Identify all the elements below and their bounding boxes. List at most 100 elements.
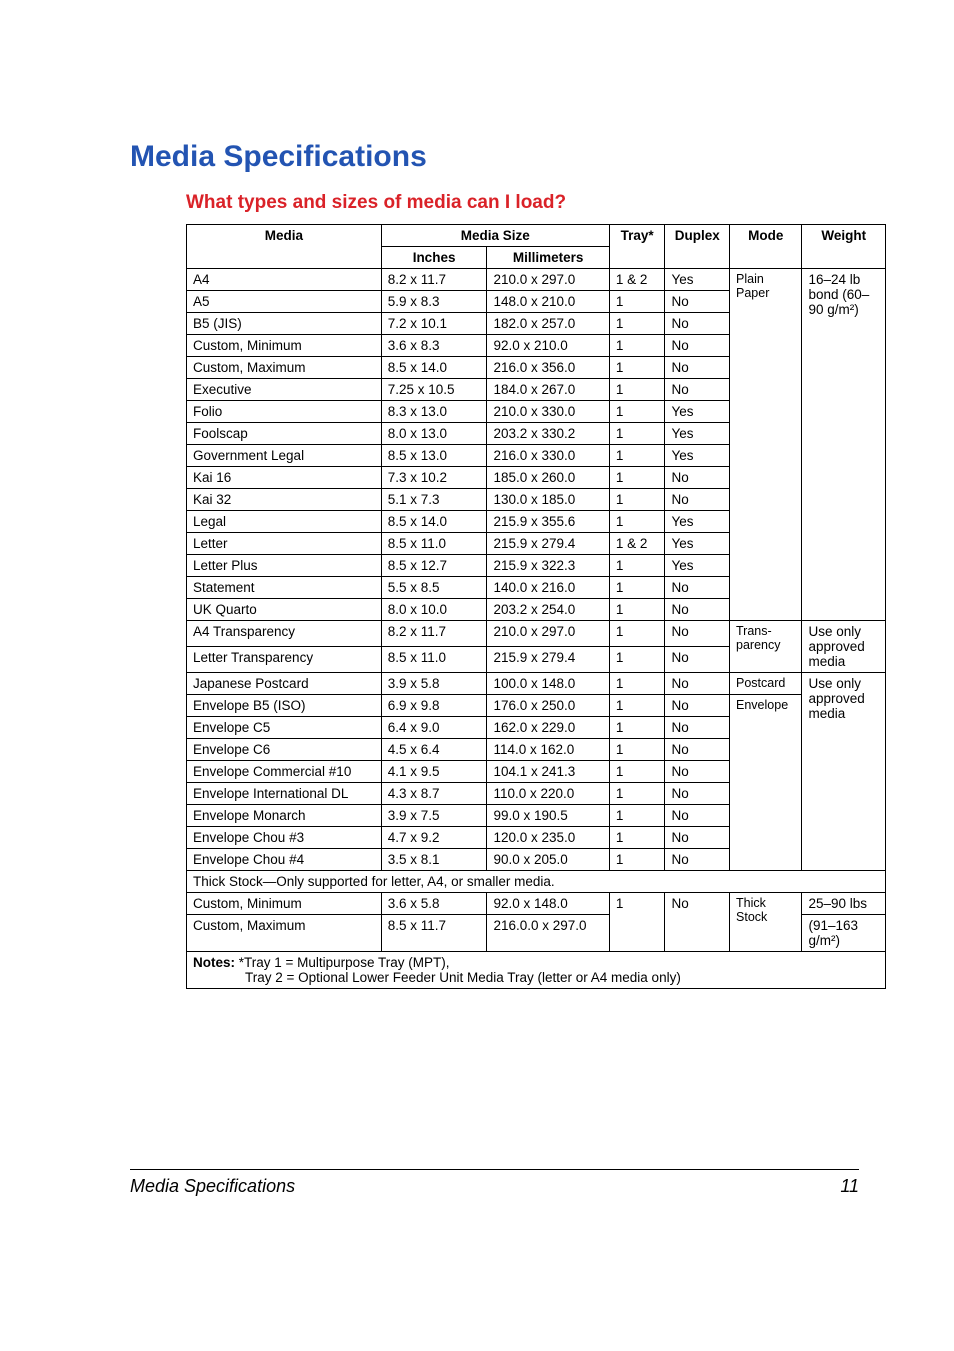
cell: 8.5 x 12.7 bbox=[381, 555, 487, 577]
cell: A4 bbox=[187, 269, 382, 291]
cell: No bbox=[665, 695, 730, 717]
cell: 4.5 x 6.4 bbox=[381, 739, 487, 761]
cell: Yes bbox=[665, 533, 730, 555]
cell: 7.3 x 10.2 bbox=[381, 467, 487, 489]
th-weight: Weight bbox=[802, 225, 886, 269]
cell: 215.9 x 279.4 bbox=[487, 533, 609, 555]
table-row: Thick Stock—Only supported for letter, A… bbox=[187, 871, 886, 893]
cell: 216.0.0 x 297.0 bbox=[487, 915, 609, 952]
cell: 1 bbox=[609, 401, 665, 423]
cell: 120.0 x 235.0 bbox=[487, 827, 609, 849]
cell: 104.1 x 241.3 bbox=[487, 761, 609, 783]
cell: 7.2 x 10.1 bbox=[381, 313, 487, 335]
cell: 1 bbox=[609, 695, 665, 717]
cell: 1 bbox=[609, 849, 665, 871]
cell: Envelope Chou #4 bbox=[187, 849, 382, 871]
cell: 4.7 x 9.2 bbox=[381, 827, 487, 849]
cell: 1 bbox=[609, 467, 665, 489]
cell: 1 bbox=[609, 445, 665, 467]
cell: 185.0 x 260.0 bbox=[487, 467, 609, 489]
cell: 25–90 lbs bbox=[802, 893, 886, 915]
cell: No bbox=[665, 827, 730, 849]
cell: 5.9 x 8.3 bbox=[381, 291, 487, 313]
cell: Trans-parency bbox=[730, 621, 802, 673]
cell: A5 bbox=[187, 291, 382, 313]
cell: 1 bbox=[609, 673, 665, 695]
cell: Yes bbox=[665, 269, 730, 291]
cell: (91–163 g/m²) bbox=[802, 915, 886, 952]
cell: Envelope Monarch bbox=[187, 805, 382, 827]
cell: 1 bbox=[609, 511, 665, 533]
cell: No bbox=[665, 357, 730, 379]
cell: No bbox=[665, 379, 730, 401]
cell: 148.0 x 210.0 bbox=[487, 291, 609, 313]
cell: 210.0 x 330.0 bbox=[487, 401, 609, 423]
cell: 114.0 x 162.0 bbox=[487, 739, 609, 761]
cell: 4.3 x 8.7 bbox=[381, 783, 487, 805]
cell: No bbox=[665, 313, 730, 335]
cell: 7.25 x 10.5 bbox=[381, 379, 487, 401]
cell: 1 bbox=[609, 313, 665, 335]
cell: Envelope Chou #3 bbox=[187, 827, 382, 849]
th-duplex: Duplex bbox=[665, 225, 730, 269]
cell: 8.2 x 11.7 bbox=[381, 269, 487, 291]
cell: No bbox=[665, 335, 730, 357]
cell: Statement bbox=[187, 577, 382, 599]
cell: 176.0 x 250.0 bbox=[487, 695, 609, 717]
cell: 1 bbox=[609, 827, 665, 849]
cell: 210.0 x 297.0 bbox=[487, 621, 609, 647]
cell: No bbox=[665, 489, 730, 511]
cell: Custom, Minimum bbox=[187, 335, 382, 357]
cell: 1 bbox=[609, 423, 665, 445]
cell: 8.5 x 14.0 bbox=[381, 357, 487, 379]
cell: No bbox=[665, 893, 730, 952]
th-inches: Inches bbox=[381, 247, 487, 269]
cell: 8.2 x 11.7 bbox=[381, 621, 487, 647]
cell: No bbox=[665, 739, 730, 761]
cell: Use only approved media bbox=[802, 673, 886, 871]
cell: 90.0 x 205.0 bbox=[487, 849, 609, 871]
cell: 1 bbox=[609, 805, 665, 827]
cell: Custom, Minimum bbox=[187, 893, 382, 915]
cell: Yes bbox=[665, 423, 730, 445]
table-row: Envelope B5 (ISO)6.9 x 9.8176.0 x 250.01… bbox=[187, 695, 886, 717]
cell: 130.0 x 185.0 bbox=[487, 489, 609, 511]
cell: Folio bbox=[187, 401, 382, 423]
cell: 6.4 x 9.0 bbox=[381, 717, 487, 739]
cell: 184.0 x 267.0 bbox=[487, 379, 609, 401]
cell: 1 bbox=[609, 555, 665, 577]
table-row: A48.2 x 11.7210.0 x 297.01 & 2YesPlain P… bbox=[187, 269, 886, 291]
cell: 3.9 x 5.8 bbox=[381, 673, 487, 695]
cell: 203.2 x 330.2 bbox=[487, 423, 609, 445]
cell: Thick Stock bbox=[730, 893, 802, 952]
cell: Yes bbox=[665, 511, 730, 533]
cell: Envelope International DL bbox=[187, 783, 382, 805]
cell: No bbox=[665, 577, 730, 599]
page-container: Media Specifications What types and size… bbox=[0, 0, 954, 1257]
cell: 1 bbox=[609, 291, 665, 313]
cell: 5.5 x 8.5 bbox=[381, 577, 487, 599]
cell: No bbox=[665, 467, 730, 489]
cell: Letter Transparency bbox=[187, 647, 382, 673]
cell: 1 & 2 bbox=[609, 269, 665, 291]
cell: 215.9 x 279.4 bbox=[487, 647, 609, 673]
cell: 1 bbox=[609, 717, 665, 739]
main-title: Media Specifications bbox=[130, 140, 859, 174]
footer-page-number: 11 bbox=[840, 1176, 859, 1197]
cell: Thick Stock—Only supported for letter, A… bbox=[187, 871, 886, 893]
cell: Envelope B5 (ISO) bbox=[187, 695, 382, 717]
th-media: Media bbox=[187, 225, 382, 269]
page-footer: Media Specifications 11 bbox=[130, 1169, 859, 1197]
cell: No bbox=[665, 599, 730, 621]
cell: 3.5 x 8.1 bbox=[381, 849, 487, 871]
table-row: Custom, Minimum3.6 x 5.892.0 x 148.01NoT… bbox=[187, 893, 886, 915]
cell: Envelope C5 bbox=[187, 717, 382, 739]
table-row: A4 Transparency8.2 x 11.7210.0 x 297.01N… bbox=[187, 621, 886, 647]
footer-title: Media Specifications bbox=[130, 1176, 295, 1197]
cell: No bbox=[665, 621, 730, 647]
cell: 16–24 lb bond (60–90 g/m²) bbox=[802, 269, 886, 621]
table-body: A48.2 x 11.7210.0 x 297.01 & 2YesPlain P… bbox=[187, 269, 886, 989]
th-millimeters: Millimeters bbox=[487, 247, 609, 269]
cell: 92.0 x 148.0 bbox=[487, 893, 609, 915]
cell: 1 bbox=[609, 335, 665, 357]
